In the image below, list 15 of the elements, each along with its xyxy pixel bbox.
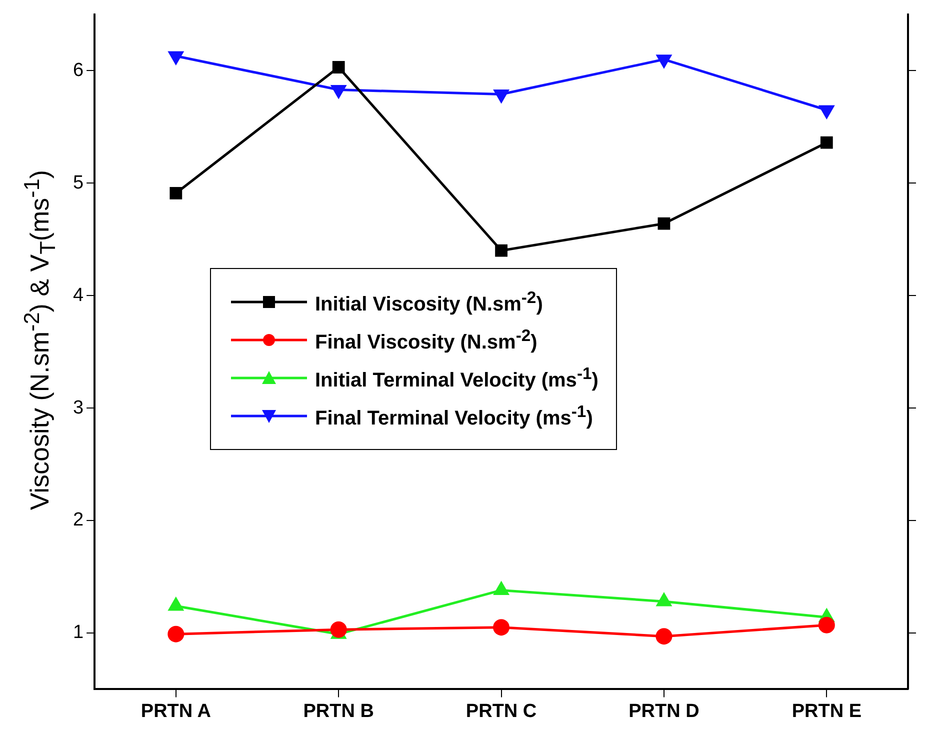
x-tick-label: PRTN D: [628, 700, 700, 722]
x-tick-label: PRTN A: [140, 700, 212, 722]
legend-label: Initial Viscosity (N.sm$^{-2}$): [315, 288, 543, 316]
x-tick-label: PRTN B: [303, 700, 374, 722]
y-tick-label: 4: [72, 284, 84, 306]
y-tick-label: 5: [72, 172, 84, 194]
legend-label: Initial Terminal Velocity (ms$^{-1}$): [315, 364, 598, 392]
y-tick-label: 1: [72, 622, 84, 644]
y-tick-label: 6: [72, 60, 84, 81]
x-tick-label: PRTN E: [792, 700, 862, 722]
y-tick-label: 2: [72, 510, 84, 531]
y-tick-label: 3: [72, 397, 84, 418]
legend-label: Final Terminal Velocity (ms$^{-1}$): [315, 402, 593, 430]
legend-label: Final Viscosity (N.sm$^{-2}$): [315, 326, 538, 354]
x-tick-label: PRTN C: [466, 700, 537, 722]
